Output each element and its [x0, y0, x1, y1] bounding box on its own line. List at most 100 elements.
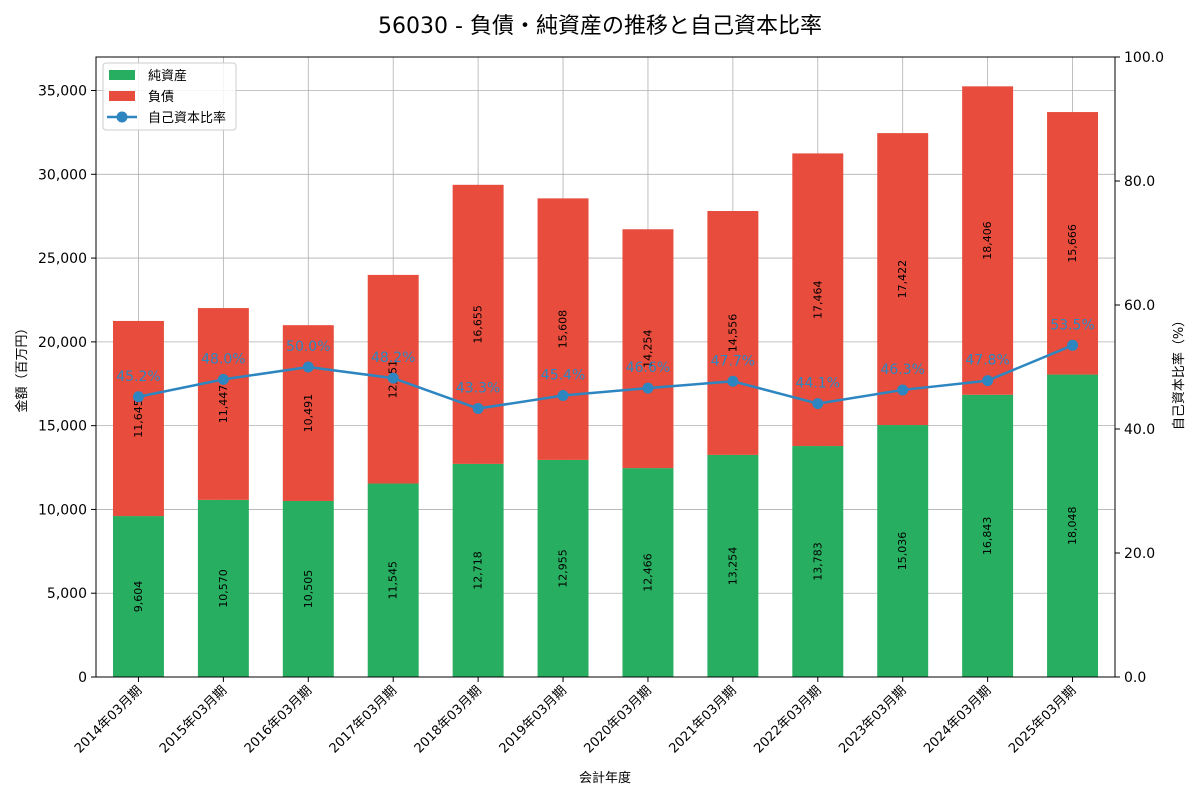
- y-tick-label: 10,000: [38, 502, 87, 518]
- x-tick-label: 2018年03月期: [412, 683, 485, 756]
- bar-net-assets: [962, 394, 1014, 677]
- ratio-point: [387, 372, 399, 384]
- bar-net-assets: [792, 446, 844, 677]
- bar-liabilities: [452, 184, 504, 464]
- bar-net-assets: [707, 454, 759, 677]
- bar-liabilities: [622, 229, 674, 469]
- ratio-point: [557, 390, 569, 402]
- x-tick-label: 2024年03月期: [921, 683, 994, 756]
- y2-tick-label: 40.0: [1124, 422, 1155, 438]
- bar-liabilities: [877, 133, 929, 426]
- ratio-label: 46.3%: [880, 362, 924, 378]
- bar-net-assets: [1047, 374, 1099, 677]
- ratio-point: [812, 398, 824, 410]
- ratio-label: 45.2%: [116, 369, 160, 385]
- x-tick-label: 2019年03月期: [497, 683, 570, 756]
- bar-label-liabilities: 18,406: [981, 221, 994, 260]
- y-tick-label: 20,000: [38, 335, 87, 351]
- y-axis-title: 金額（百万円）: [14, 321, 30, 412]
- chart-title: 56030 - 負債・純資産の推移と自己資本比率: [378, 14, 822, 39]
- bar-label-liabilities: 17,422: [896, 260, 909, 299]
- bar-label-liabilities: 11,645: [132, 399, 145, 438]
- y2-tick-label: 0.0: [1124, 670, 1146, 686]
- bar-net-assets: [622, 468, 674, 677]
- bar-label-net-assets: 11,545: [387, 561, 400, 600]
- bars-layer: 9,604 11,645 10,570 11,447 10,505 10,491 11,54…: [112, 86, 1099, 677]
- y-tick-label: 30,000: [38, 167, 87, 183]
- bar-net-assets: [282, 500, 334, 677]
- bar-net-assets: [452, 463, 504, 677]
- ratio-point: [727, 375, 739, 387]
- y2-axis-title: 自己資本比率（%）: [1171, 314, 1187, 430]
- y-tick-label: 15,000: [38, 419, 87, 435]
- bar-label-net-assets: 10,570: [217, 569, 230, 608]
- ratio-label: 47.8%: [965, 353, 1009, 369]
- y-tick-label: 25,000: [38, 251, 87, 267]
- y2-tick-label: 60.0: [1124, 298, 1155, 314]
- ratio-point: [472, 403, 484, 415]
- legend-label-net-assets: 純資産: [148, 68, 187, 84]
- bar-label-net-assets: 12,955: [557, 549, 570, 588]
- bar-net-assets: [537, 459, 589, 677]
- ratio-label: 44.1%: [796, 376, 840, 392]
- bar-net-assets: [197, 499, 249, 677]
- ratio-point: [642, 382, 654, 394]
- line-layer: 45.2% 48.0% 50.0% 48.2% 43.3% 45.4% 46.6% 47.7%…: [116, 317, 1095, 415]
- bar-label-liabilities: 15,608: [557, 310, 570, 349]
- bar-label-liabilities: 16,655: [472, 305, 485, 344]
- ratio-point: [132, 391, 144, 403]
- ratio-label: 50.0%: [286, 339, 330, 355]
- bar-label-net-assets: 16,843: [981, 517, 994, 556]
- ratio-label: 46.6%: [626, 360, 670, 376]
- ratio-point: [217, 373, 229, 385]
- bar-label-liabilities: 14,254: [641, 329, 654, 368]
- legend-label-liabilities: 負債: [148, 90, 174, 105]
- x-tick-label: 2022年03月期: [751, 683, 824, 756]
- x-tick-label: 2020年03月期: [582, 683, 655, 756]
- bar-label-liabilities: 14,556: [726, 314, 739, 353]
- y2-tick-label: 20.0: [1124, 546, 1155, 562]
- ratio-point: [982, 375, 994, 387]
- bar-net-assets: [112, 516, 164, 677]
- y-tick-label: 0: [78, 670, 87, 686]
- bar-liabilities: [1047, 112, 1099, 375]
- y-tick-label: 35,000: [38, 84, 87, 100]
- bar-liabilities: [112, 320, 164, 517]
- bar-label-liabilities: 15,666: [1066, 224, 1079, 262]
- bar-label-liabilities: 10,491: [302, 394, 315, 433]
- legend-swatch-ratio-marker: [116, 111, 128, 123]
- legend-box: [102, 62, 237, 131]
- ratio-label: 43.3%: [456, 381, 500, 397]
- bar-label-net-assets: 10,505: [302, 570, 315, 609]
- bar-liabilities: [962, 86, 1014, 395]
- bar-liabilities: [282, 325, 334, 501]
- bar-liabilities: [537, 198, 589, 460]
- x-tick-label: 2025年03月期: [1006, 683, 1079, 756]
- ratio-label: 47.7%: [711, 353, 755, 369]
- ratio-point: [1067, 339, 1079, 351]
- x-tick-label: 2014年03月期: [72, 683, 145, 756]
- bar-label-net-assets: 12,718: [472, 551, 485, 590]
- bar-label-net-assets: 13,254: [726, 547, 739, 586]
- legend-swatch-liabilities: [109, 91, 135, 101]
- bar-liabilities: [707, 210, 759, 455]
- y-tick-label: 5,000: [47, 586, 87, 602]
- x-tick-label: 2015年03月期: [157, 683, 230, 756]
- x-tick-label: 2016年03月期: [242, 683, 315, 756]
- bar-label-liabilities: 17,464: [811, 280, 824, 319]
- legend-label-ratio: 自己資本比率: [148, 110, 226, 126]
- ratio-label: 45.4%: [541, 368, 585, 384]
- ratio-point: [897, 384, 909, 396]
- bar-liabilities: [197, 308, 249, 500]
- bar-liabilities: [792, 153, 844, 447]
- ratio-label: 53.5%: [1050, 317, 1094, 333]
- bar-label-net-assets: 9,604: [132, 581, 145, 613]
- x-tick-label: 2017年03月期: [327, 683, 400, 756]
- bar-net-assets: [367, 483, 419, 677]
- legend-swatch-net-assets: [109, 70, 135, 80]
- y2-tick-label: 100.0: [1124, 50, 1164, 66]
- ratio-point: [302, 361, 314, 373]
